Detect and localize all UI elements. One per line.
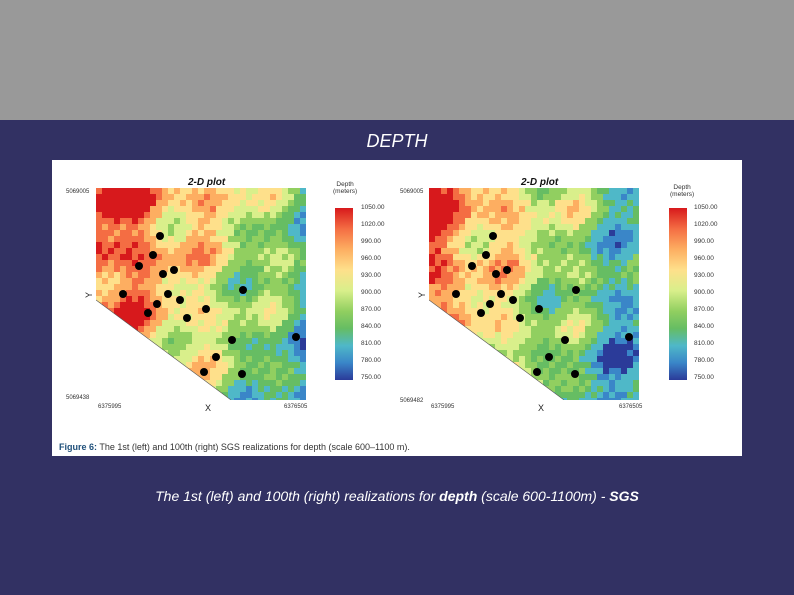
y-bottom-tick: 5069438 (66, 395, 90, 401)
legend-value: 900.00 (361, 289, 381, 296)
legend-colorbar (335, 208, 353, 380)
x-axis-label: X (205, 403, 212, 413)
depth-map-right (429, 188, 639, 400)
legend-value: 930.00 (694, 272, 714, 279)
figure-caption-text: The 1st (left) and 100th (right) SGS rea… (99, 442, 410, 452)
legend-units: (meters) (670, 191, 695, 198)
y-top-tick: 5069005 (400, 189, 424, 195)
legend-value: 810.00 (694, 340, 714, 347)
x-axis-label: X (538, 403, 545, 413)
caption-post: (scale 600-1100m) - (481, 488, 606, 504)
x-left-tick: 6375995 (98, 404, 122, 410)
plot-panel-right: 2-D plot 5069005 5069482 6375995 6376505… (397, 160, 742, 422)
legend-title: Depth (336, 181, 354, 188)
y-bottom-tick: 5069482 (400, 398, 424, 404)
y-axis-label: Y (417, 291, 428, 299)
figure: 2-D plot 5069005 5069438 6375995 6376505… (52, 160, 742, 456)
legend-value: 990.00 (694, 238, 714, 245)
legend-value: 750.00 (361, 374, 381, 381)
legend-colorbar (669, 208, 687, 380)
figure-caption-label: Figure 6: (59, 442, 98, 452)
legend-value: 1050.00 (361, 204, 385, 211)
legend-value: 780.00 (361, 357, 381, 364)
x-left-tick: 6375995 (431, 404, 455, 410)
legend-value: 900.00 (694, 289, 714, 296)
y-axis-label: Y (84, 291, 95, 299)
legend-value: 990.00 (361, 238, 381, 245)
caption-tail: SGS (609, 488, 639, 504)
legend-value: 1020.00 (361, 221, 385, 228)
plot-title: 2-D plot (521, 177, 559, 188)
legend-value: 780.00 (694, 357, 714, 364)
plot-panel-left: 2-D plot 5069005 5069438 6375995 6376505… (52, 160, 397, 422)
slide-caption: The 1st (left) and 100th (right) realiza… (0, 488, 794, 504)
legend-value: 870.00 (694, 306, 714, 313)
figure-caption: Figure 6: The 1st (left) and 100th (righ… (59, 442, 410, 452)
caption-pre: The 1st (left) and 100th (right) realiza… (155, 488, 436, 504)
slide-title: DEPTH (366, 131, 428, 151)
depth-map-left (96, 188, 306, 400)
y-top-tick: 5069005 (66, 189, 90, 195)
x-right-tick: 6376505 (619, 404, 643, 410)
legend-value: 930.00 (361, 272, 381, 279)
legend-value: 960.00 (361, 255, 381, 262)
legend-value: 870.00 (361, 306, 381, 313)
legend-title: Depth (673, 184, 691, 191)
legend-value: 750.00 (694, 374, 714, 381)
caption-bold: depth (439, 488, 478, 504)
legend-value: 1050.00 (694, 204, 718, 211)
x-right-tick: 6376505 (284, 404, 308, 410)
top-band (0, 0, 794, 120)
legend-value: 1020.00 (694, 221, 718, 228)
legend-value: 840.00 (694, 323, 714, 330)
legend-units: (meters) (333, 188, 358, 195)
plot-title: 2-D plot (188, 177, 226, 188)
legend-value: 840.00 (361, 323, 381, 330)
legend-value: 960.00 (694, 255, 714, 262)
legend-value: 810.00 (361, 340, 381, 347)
